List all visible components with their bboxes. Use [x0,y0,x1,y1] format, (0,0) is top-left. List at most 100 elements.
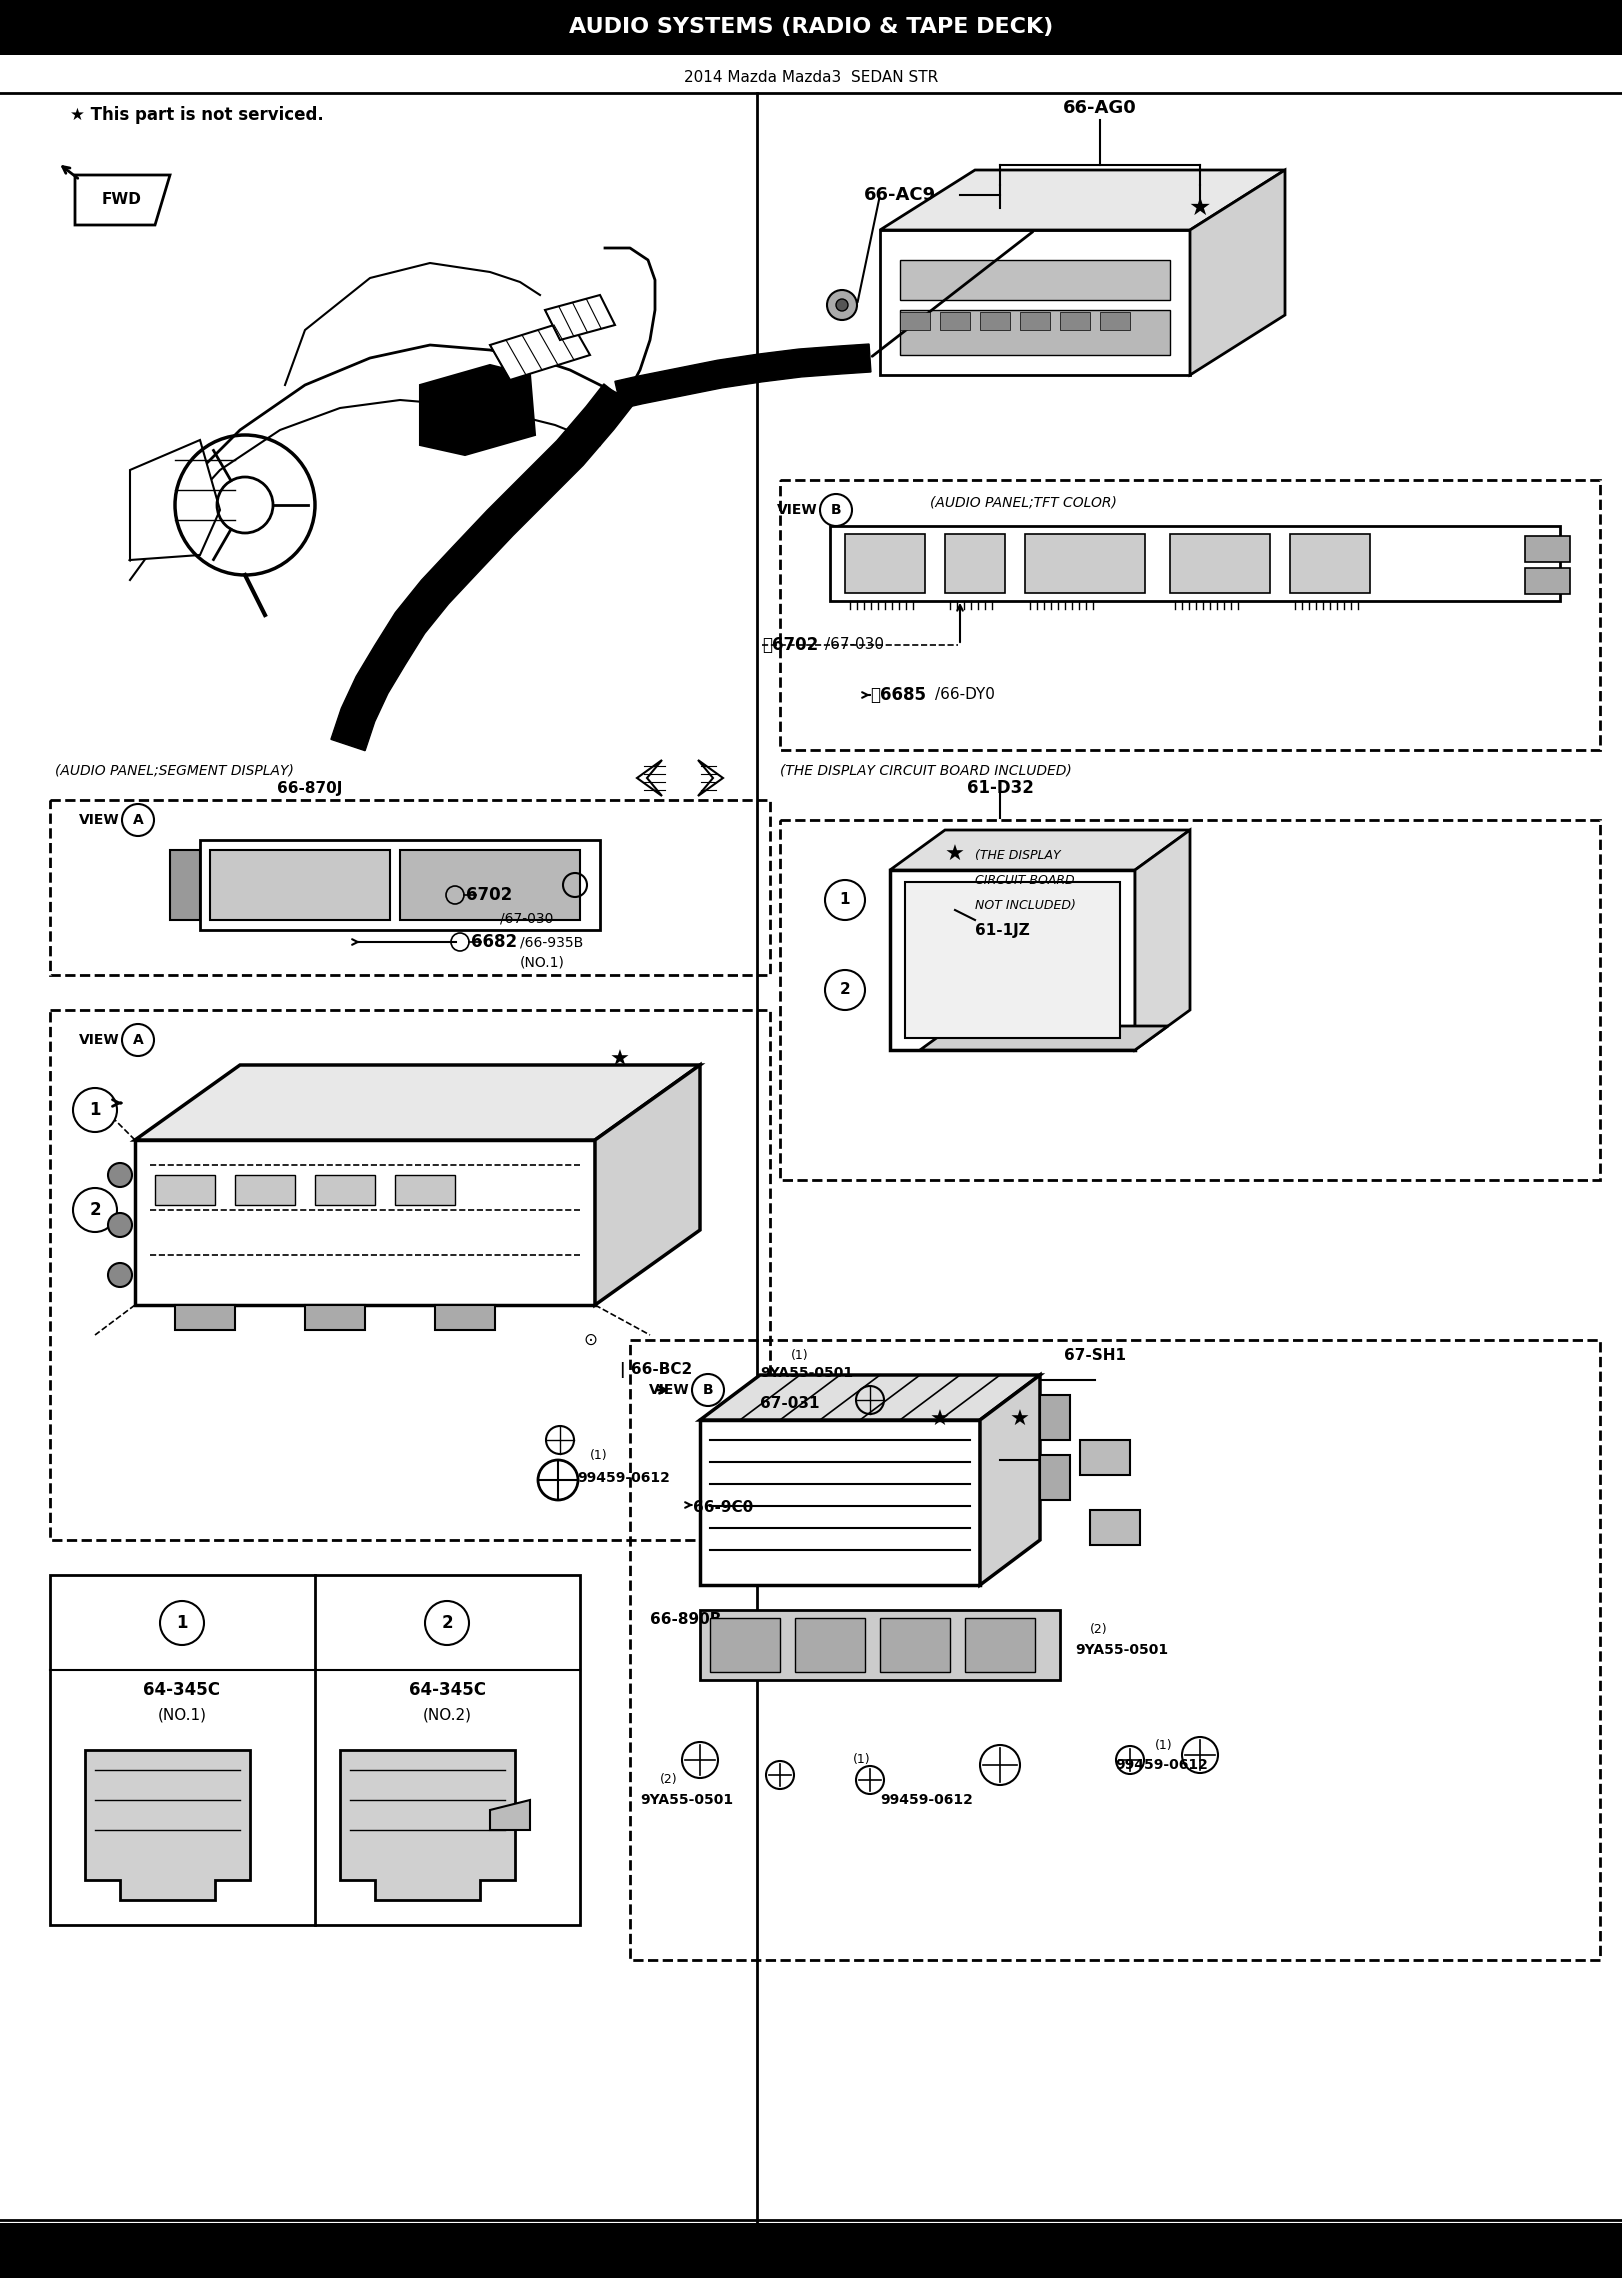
FancyBboxPatch shape [1169,533,1270,592]
Circle shape [161,1601,204,1645]
Text: ⌒6702: ⌒6702 [762,636,817,654]
Polygon shape [637,761,662,795]
Text: (1): (1) [853,1754,869,1765]
Circle shape [109,1212,131,1237]
Polygon shape [420,364,535,456]
Text: 1: 1 [89,1100,101,1118]
Circle shape [821,494,852,526]
FancyBboxPatch shape [209,850,389,920]
Polygon shape [1191,171,1285,376]
FancyBboxPatch shape [1100,312,1131,330]
FancyBboxPatch shape [795,1617,865,1672]
Text: VIEW: VIEW [79,813,120,827]
FancyBboxPatch shape [1080,1440,1131,1474]
Circle shape [827,289,856,319]
FancyBboxPatch shape [401,850,581,920]
FancyBboxPatch shape [890,870,1135,1050]
Text: VIEW: VIEW [79,1032,120,1048]
Circle shape [835,298,848,312]
Polygon shape [920,1025,1168,1050]
Text: 2014 Mazda Mazda3  SEDAN STR: 2014 Mazda Mazda3 SEDAN STR [684,71,938,84]
Text: /67-030: /67-030 [500,911,553,925]
Text: 9YA55-0501: 9YA55-0501 [761,1367,853,1380]
Text: 6682: 6682 [470,934,517,950]
Text: 61-1JZ: 61-1JZ [975,923,1030,939]
Text: (AUDIO PANEL;TFT COLOR): (AUDIO PANEL;TFT COLOR) [929,494,1118,508]
FancyBboxPatch shape [305,1305,365,1330]
Polygon shape [615,344,871,408]
Text: 9YA55-0501: 9YA55-0501 [641,1793,733,1806]
Text: | 66-BC2: | 66-BC2 [620,1362,693,1378]
FancyBboxPatch shape [710,1617,780,1672]
Text: 66-890B: 66-890B [650,1613,722,1626]
Text: /67-030: /67-030 [826,638,884,652]
FancyBboxPatch shape [1025,533,1145,592]
Polygon shape [980,1376,1040,1585]
Text: ★: ★ [610,1050,629,1071]
Text: VIEW: VIEW [649,1383,689,1396]
FancyBboxPatch shape [941,312,970,330]
FancyBboxPatch shape [135,1139,595,1305]
Text: /66-DY0: /66-DY0 [934,688,994,702]
Text: 99459-0612: 99459-0612 [1114,1759,1208,1772]
Text: 66-870J: 66-870J [277,781,342,795]
Circle shape [109,1164,131,1187]
FancyBboxPatch shape [1040,1394,1071,1440]
Text: A: A [133,813,143,827]
Text: 66-9C0: 66-9C0 [693,1501,753,1515]
Polygon shape [890,829,1191,870]
Text: CIRCUIT BOARD: CIRCUIT BOARD [975,872,1075,886]
FancyBboxPatch shape [900,312,929,330]
Text: 1: 1 [177,1615,188,1631]
Text: VIEW: VIEW [777,503,817,517]
FancyBboxPatch shape [50,1574,581,1925]
FancyBboxPatch shape [905,882,1121,1039]
FancyBboxPatch shape [1525,567,1570,595]
Polygon shape [135,1066,701,1139]
Circle shape [826,970,865,1009]
FancyBboxPatch shape [315,1175,375,1205]
Text: (2): (2) [1090,1624,1108,1636]
Text: ⌒6685: ⌒6685 [869,686,926,704]
FancyBboxPatch shape [0,2223,1622,2278]
Text: 64-345C: 64-345C [143,1681,221,1699]
Text: ★: ★ [1011,1410,1030,1431]
FancyBboxPatch shape [435,1305,495,1330]
FancyBboxPatch shape [156,1175,216,1205]
Text: (1): (1) [1155,1738,1173,1752]
Text: 67-031: 67-031 [761,1396,819,1410]
Circle shape [122,804,154,836]
FancyBboxPatch shape [396,1175,456,1205]
Text: 2: 2 [840,982,850,998]
Polygon shape [701,1376,1040,1419]
Text: (THE DISPLAY: (THE DISPLAY [975,847,1061,861]
FancyBboxPatch shape [980,312,1011,330]
Text: A: A [133,1032,143,1048]
Polygon shape [545,294,615,339]
FancyBboxPatch shape [830,526,1560,601]
FancyBboxPatch shape [175,1305,235,1330]
Text: 66-AG0: 66-AG0 [1062,98,1137,116]
Circle shape [693,1374,723,1406]
Text: AUDIO SYSTEMS (RADIO & TAPE DECK): AUDIO SYSTEMS (RADIO & TAPE DECK) [569,18,1053,36]
Text: (1): (1) [792,1349,809,1362]
Text: (NO.2): (NO.2) [422,1708,472,1722]
Text: FWD: FWD [102,194,143,207]
FancyBboxPatch shape [881,1617,950,1672]
Text: 9YA55-0501: 9YA55-0501 [1075,1642,1168,1656]
Text: 66-AC9: 66-AC9 [865,187,936,205]
FancyBboxPatch shape [1020,312,1049,330]
Text: ⊙: ⊙ [582,1330,597,1349]
FancyBboxPatch shape [1040,1456,1071,1499]
FancyBboxPatch shape [946,533,1006,592]
FancyBboxPatch shape [900,260,1169,301]
Text: 6702: 6702 [466,886,513,904]
Text: 2: 2 [89,1201,101,1219]
Text: 64-345C: 64-345C [409,1681,485,1699]
FancyBboxPatch shape [235,1175,295,1205]
Text: 61-D32: 61-D32 [967,779,1033,797]
Text: (AUDIO PANEL;SEGMENT DISPLAY): (AUDIO PANEL;SEGMENT DISPLAY) [55,763,294,777]
Text: 99459-0612: 99459-0612 [577,1472,670,1485]
FancyBboxPatch shape [1289,533,1371,592]
Text: 67-SH1: 67-SH1 [1064,1349,1126,1362]
